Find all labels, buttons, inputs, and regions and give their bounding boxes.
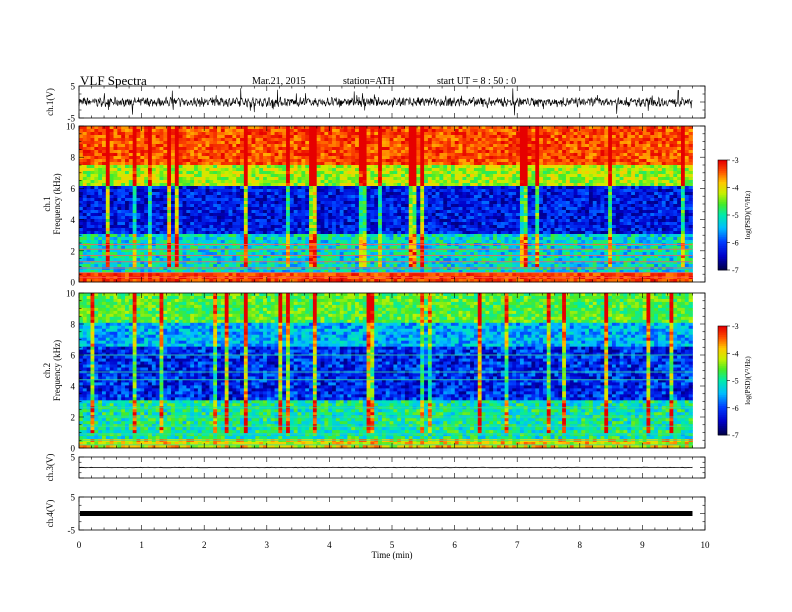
x-tick-label: 7 [515, 540, 520, 550]
colorbar-tick-label: -7 [732, 431, 739, 440]
x-axis-label: Time (min) [372, 550, 413, 560]
y-axis-label: Frequency (kHz) [52, 340, 62, 401]
colorbar-tick-label: -6 [732, 239, 739, 248]
y-axis-label: Frequency (kHz) [52, 173, 62, 234]
colorbar-2 [718, 326, 727, 436]
x-tick-label: 0 [77, 540, 82, 550]
colorbar-tick-label: -7 [732, 266, 739, 275]
x-tick-label: 5 [390, 540, 395, 550]
ch3-waveform-line [78, 466, 693, 469]
ch2-spectrogram-image [79, 293, 693, 449]
colorbar-tick-label: -3 [732, 156, 739, 165]
y-tick-label: 5 [71, 82, 76, 92]
y-tick-label: 5 [71, 453, 76, 463]
x-tick-label: 4 [327, 540, 332, 550]
y-axis-label: ch.2 [42, 363, 52, 378]
y-tick-label: -5 [68, 526, 76, 536]
y-tick-label: 8 [71, 153, 76, 163]
colorbar-tick-label: -4 [732, 184, 739, 193]
y-tick-label: 4 [71, 215, 76, 225]
colorbar-tick-label: -4 [732, 349, 739, 358]
y-tick-label: 8 [71, 320, 76, 330]
x-tick-label: 2 [202, 540, 207, 550]
y-tick-label: 0 [71, 278, 76, 288]
y-tick-label: 2 [71, 413, 76, 423]
y-tick-label: 2 [71, 246, 76, 256]
y-tick-label: 10 [66, 122, 76, 132]
ch1-waveform-line [78, 88, 693, 116]
y-tick-label: 6 [71, 184, 76, 194]
date-label: Mar.21, 2015 [252, 76, 306, 87]
x-tick-label: 9 [640, 540, 645, 550]
colorbar-tick-label: -6 [732, 404, 739, 413]
colorbar-label: log(PSD)(V²/Hz) [744, 190, 752, 239]
station-label: station=ATH [343, 76, 395, 87]
colorbar-1 [718, 160, 727, 271]
y-tick-label: -5 [68, 114, 76, 124]
x-tick-label: 1 [139, 540, 144, 550]
ch1-spectrogram-image [79, 126, 693, 283]
y-tick-label: 10 [66, 289, 76, 299]
x-tick-label: 8 [578, 540, 583, 550]
start-time-label: start UT = 8 : 50 : 0 [437, 76, 517, 87]
y-axis-label: ch.3(V) [45, 454, 55, 482]
y-axis-label: ch.1(V) [45, 88, 55, 116]
x-tick-label: 6 [452, 540, 457, 550]
figure-title: VLF Spectra [80, 73, 147, 88]
y-tick-label: 6 [71, 351, 76, 361]
ch4-waveform-line [80, 511, 693, 516]
y-axis-label: ch.1 [42, 196, 52, 211]
y-tick-label: 5 [71, 493, 76, 503]
x-tick-label: 10 [701, 540, 711, 550]
x-tick-label: 3 [265, 540, 270, 550]
colorbar-tick-label: -5 [732, 377, 739, 386]
colorbar-tick-label: -3 [732, 322, 739, 331]
y-axis-label: ch.4(V) [45, 500, 55, 528]
colorbar-label: log(PSD)(V²/Hz) [744, 356, 752, 405]
y-tick-label: 0 [71, 444, 76, 454]
y-tick-label: 4 [71, 382, 76, 392]
colorbar-tick-label: -5 [732, 211, 739, 220]
